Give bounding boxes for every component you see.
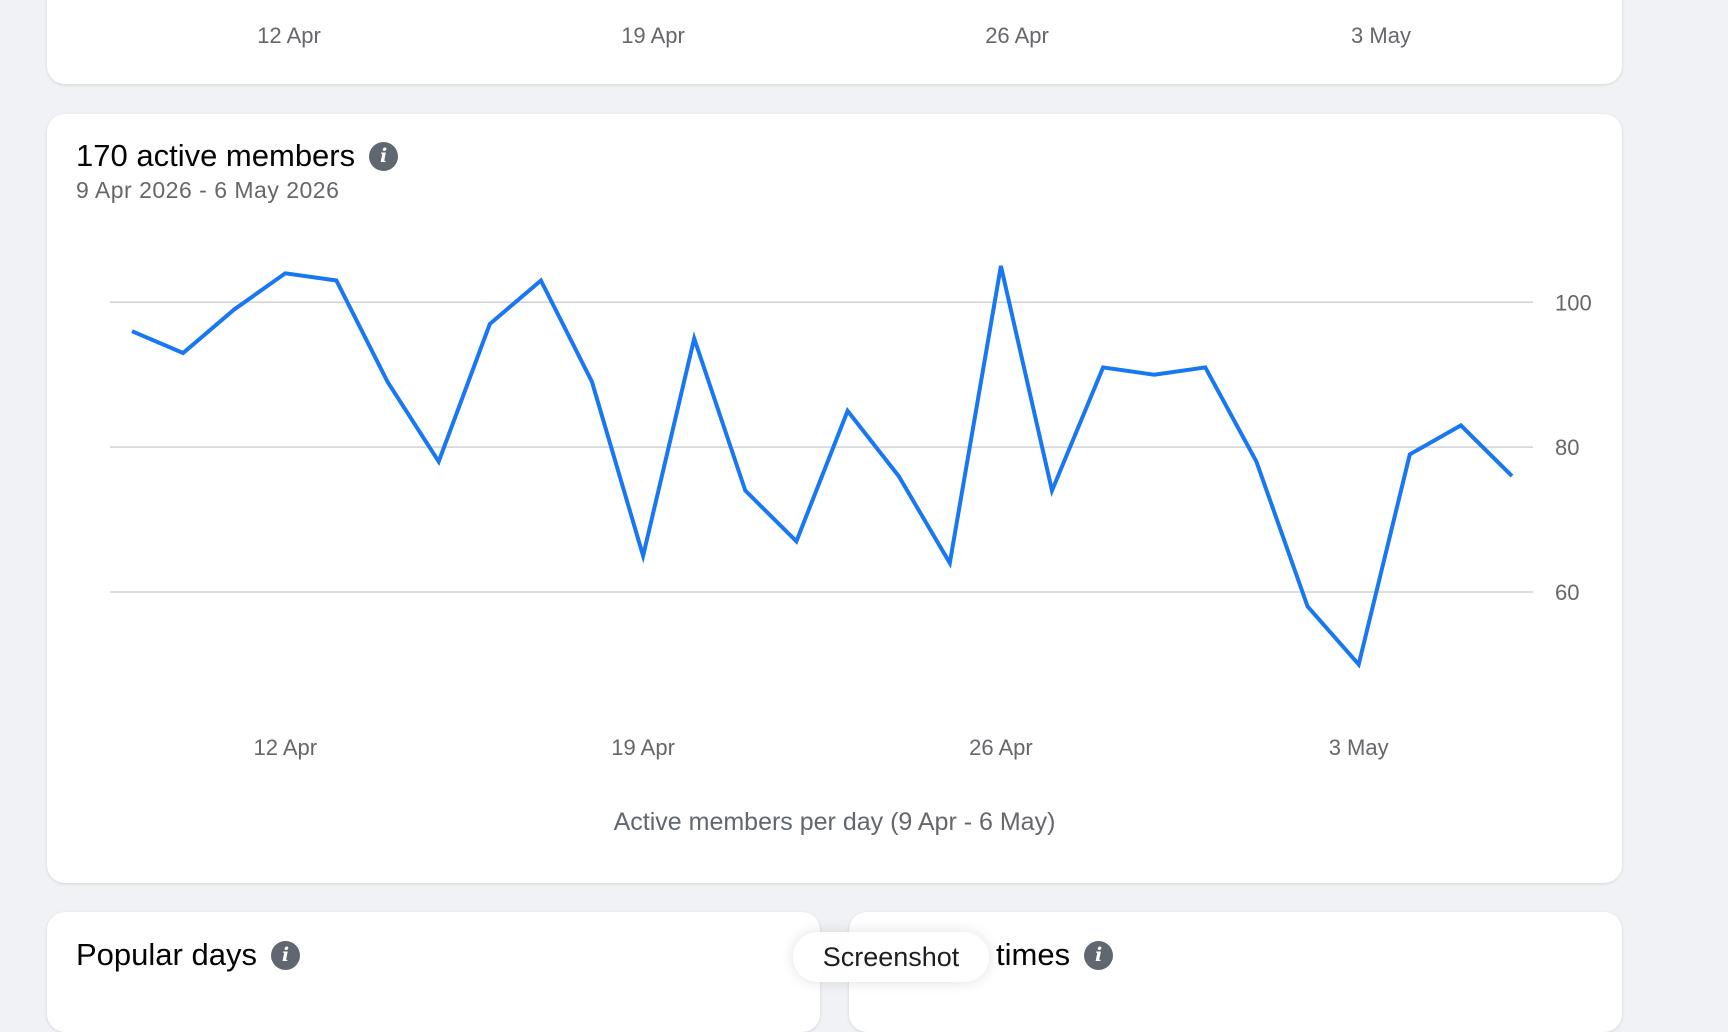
- previous-chart-card: 12 Apr 19 Apr 26 Apr 3 May: [47, 0, 1622, 84]
- active-members-card: 170 active members i 9 Apr 2026 - 6 May …: [47, 114, 1622, 883]
- data-point[interactable]: [635, 548, 651, 564]
- data-point[interactable]: [1351, 656, 1367, 672]
- active-members-title: 170 active members: [76, 138, 356, 173]
- x-tick-label: 12 Apr: [254, 735, 318, 760]
- chart-caption: Active members per day (9 Apr - 6 May): [47, 808, 1622, 837]
- data-point[interactable]: [1044, 483, 1060, 499]
- chart-y-axis: 60 80 100: [1555, 290, 1592, 605]
- y-tick-label: 100: [1555, 290, 1592, 315]
- y-tick-label: 80: [1555, 435, 1579, 460]
- previous-chart-x-tick: 3 May: [1351, 23, 1411, 48]
- date-range-label: 9 Apr 2026 - 6 May 2026: [76, 177, 340, 203]
- data-point[interactable]: [737, 483, 753, 499]
- screenshot-button[interactable]: Screenshot: [793, 932, 989, 982]
- data-point[interactable]: [686, 330, 702, 346]
- data-point[interactable]: [175, 345, 191, 361]
- data-point[interactable]: [1453, 417, 1469, 433]
- data-point[interactable]: [380, 374, 396, 390]
- popular-days-heading: Popular days i: [76, 937, 300, 973]
- data-point[interactable]: [1095, 359, 1111, 375]
- info-icon[interactable]: i: [1084, 940, 1114, 970]
- data-point[interactable]: [1146, 367, 1162, 383]
- popular-days-card: Popular days i: [47, 912, 820, 1032]
- x-tick-label: 3 May: [1329, 735, 1389, 760]
- info-icon[interactable]: i: [270, 940, 300, 970]
- data-point[interactable]: [277, 265, 293, 281]
- previous-chart-x-tick: 26 Apr: [985, 23, 1049, 48]
- data-point[interactable]: [533, 273, 549, 289]
- series-line: [131, 265, 1514, 669]
- data-point[interactable]: [124, 323, 140, 339]
- info-icon[interactable]: i: [369, 141, 399, 171]
- data-point[interactable]: [1402, 446, 1418, 462]
- data-point[interactable]: [482, 316, 498, 332]
- chart-gridlines: [110, 301, 1533, 593]
- data-point[interactable]: [1300, 598, 1316, 614]
- data-point[interactable]: [1197, 359, 1213, 375]
- y-tick-label: 60: [1555, 580, 1579, 605]
- data-point[interactable]: [840, 403, 856, 419]
- active-members-line-chart: 60 80 100 12 Apr 19 Apr 26 Apr 3 May: [110, 258, 1592, 760]
- previous-chart-x-tick: 19 Apr: [621, 23, 685, 48]
- popular-times-title: times: [996, 937, 1071, 972]
- data-point[interactable]: [1248, 454, 1264, 470]
- chart-caption-range: (9 Apr - 6 May): [883, 808, 1056, 836]
- active-members-heading: 170 active members i: [76, 138, 399, 174]
- x-tick-label: 19 Apr: [611, 735, 675, 760]
- previous-chart-x-tick: 12 Apr: [257, 23, 321, 48]
- chart-x-axis: 12 Apr 19 Apr 26 Apr 3 May: [254, 735, 1389, 760]
- data-point[interactable]: [226, 302, 242, 318]
- data-point[interactable]: [328, 273, 344, 289]
- screenshot-label: Screenshot: [822, 941, 960, 972]
- popular-times-heading: times i: [996, 937, 1114, 973]
- data-point[interactable]: [788, 533, 804, 549]
- data-point[interactable]: [891, 468, 907, 484]
- chart-caption-main: Active members per day: [613, 808, 884, 836]
- data-point[interactable]: [993, 258, 1009, 274]
- chart-series: [124, 258, 1520, 672]
- data-point[interactable]: [1504, 468, 1520, 484]
- x-tick-label: 26 Apr: [969, 735, 1033, 760]
- data-point[interactable]: [942, 555, 958, 571]
- popular-days-title: Popular days: [76, 937, 257, 972]
- data-point[interactable]: [431, 454, 447, 470]
- data-point[interactable]: [584, 374, 600, 390]
